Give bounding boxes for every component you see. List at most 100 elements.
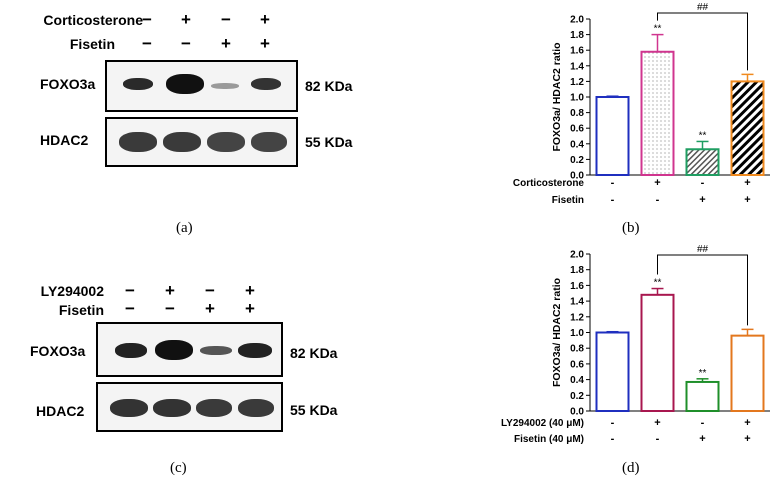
band (163, 132, 201, 152)
band (119, 132, 157, 152)
panel-label-b: (b) (622, 220, 640, 236)
sign: − (142, 34, 152, 53)
y-tick-label: 0.0 (570, 171, 584, 182)
sign: + (245, 299, 255, 318)
panel-label-d: (d) (622, 460, 640, 476)
treatment-sign: + (654, 417, 660, 429)
sign: − (142, 10, 152, 29)
treatment-sign: - (611, 417, 615, 429)
y-tick-label: 1.0 (570, 328, 584, 339)
y-tick-label: 1.4 (570, 61, 584, 72)
band (207, 132, 245, 152)
y-tick-label: 2.0 (570, 250, 584, 261)
sign: − (205, 281, 215, 300)
protein-label-foxo3a: FOXO3a (40, 76, 96, 92)
treatment-sign: - (701, 177, 705, 189)
chart-d: 0.0 0.2 0.4 0.6 0.8 1.0 1.2 1.4 1.6 1.8 2.0 FOXO3a/… (501, 244, 770, 445)
treatment-label-corticosterone: Corticosterone (43, 12, 143, 28)
sign: + (221, 34, 231, 53)
comparison-label: ## (697, 244, 709, 255)
bar (730, 334, 765, 412)
bar (685, 148, 720, 176)
treatment-sign: + (699, 194, 705, 206)
kda-label: 55 KDa (290, 402, 338, 418)
band (110, 399, 148, 417)
comparison-label: ## (697, 2, 709, 13)
y-tick-label: 0.4 (570, 375, 584, 386)
band (155, 340, 193, 360)
treatment-sign: + (744, 177, 750, 189)
panel-a: Corticosterone Fisetin − + − + − − + + F… (0, 0, 380, 245)
protein-label-hdac2: HDAC2 (40, 132, 89, 148)
y-tick-label: 2.0 (570, 15, 584, 26)
sign: + (260, 10, 270, 29)
sign: + (245, 281, 255, 300)
y-tick-label: 1.8 (570, 265, 584, 276)
treatment-label-fisetin: Fisetin (58, 302, 104, 318)
y-tick-label: 1.0 (570, 93, 584, 104)
treatment-sign: + (744, 194, 750, 206)
bar (640, 50, 675, 176)
treatment-sign: + (699, 433, 705, 445)
bar (595, 331, 630, 412)
y-tick-label: 1.2 (570, 77, 584, 88)
protein-label-foxo3a: FOXO3a (30, 343, 86, 359)
sign: + (205, 299, 215, 318)
y-tick-label: 0.2 (570, 391, 584, 402)
band (251, 132, 287, 152)
band (200, 346, 232, 355)
treatment-sign: - (656, 194, 660, 206)
treatment-sign: - (611, 177, 615, 189)
sign: + (165, 281, 175, 300)
blot-hdac2 (105, 117, 298, 167)
blot-foxo3a (105, 60, 298, 112)
significance-marker: ** (699, 368, 707, 379)
band (211, 83, 239, 89)
y-tick-label: 0.6 (570, 359, 584, 370)
sign: − (125, 281, 135, 300)
y-tick-label: 1.6 (570, 46, 584, 57)
treatment-sign: + (744, 417, 750, 429)
band (115, 343, 147, 358)
treatment-sign: + (654, 177, 660, 189)
significance-marker: ** (654, 24, 662, 35)
treatment-sign: - (611, 194, 615, 206)
sign: − (165, 299, 175, 318)
y-axis-label: FOXO3a/ HDAC2 ratio (551, 278, 563, 387)
blot-hdac2 (96, 382, 283, 432)
y-tick-label: 1.4 (570, 297, 584, 308)
bar (730, 80, 765, 176)
treatment-label-ly294002: LY294002 (40, 283, 104, 299)
chart-b: 0.0 0.2 0.4 0.6 0.8 1.0 1.2 1.4 1.6 1.8 2.0 FOXO3a/… (513, 2, 770, 206)
y-tick-label: 1.2 (570, 312, 584, 323)
sign: + (260, 34, 270, 53)
protein-label-hdac2: HDAC2 (36, 403, 85, 419)
y-tick-label: 0.8 (570, 344, 584, 355)
kda-label: 55 KDa (305, 134, 353, 150)
treatment-row-label: Fisetin (552, 195, 584, 206)
treatment-label-fisetin: Fisetin (69, 36, 115, 52)
treatment-sign: + (744, 433, 750, 445)
y-tick-label: 1.8 (570, 30, 584, 41)
band (238, 399, 274, 417)
treatment-row-label: LY294002 (40 μM) (501, 418, 584, 429)
y-tick-label: 0.8 (570, 108, 584, 119)
y-tick-label: 0.2 (570, 155, 584, 166)
band (166, 74, 204, 94)
treatment-row-label: Corticosterone (513, 178, 585, 189)
sign: + (181, 10, 191, 29)
kda-label: 82 KDa (290, 345, 338, 361)
treatment-row-label: Fisetin (40 μM) (514, 434, 584, 445)
blot-foxo3a (96, 322, 283, 377)
y-tick-label: 0.4 (570, 139, 584, 150)
bar (685, 380, 720, 413)
panel-c: LY294002 Fisetin − + − + − − + + FOXO3a … (0, 260, 380, 486)
treatment-sign: - (611, 433, 615, 445)
band (153, 399, 191, 417)
treatment-sign: - (656, 433, 660, 445)
y-axis-label: FOXO3a/ HDAC2 ratio (551, 42, 563, 151)
y-tick-label: 0.6 (570, 124, 584, 135)
panel-label-a: (a) (176, 220, 193, 236)
significance-marker: ** (699, 130, 707, 141)
bar (640, 293, 675, 412)
